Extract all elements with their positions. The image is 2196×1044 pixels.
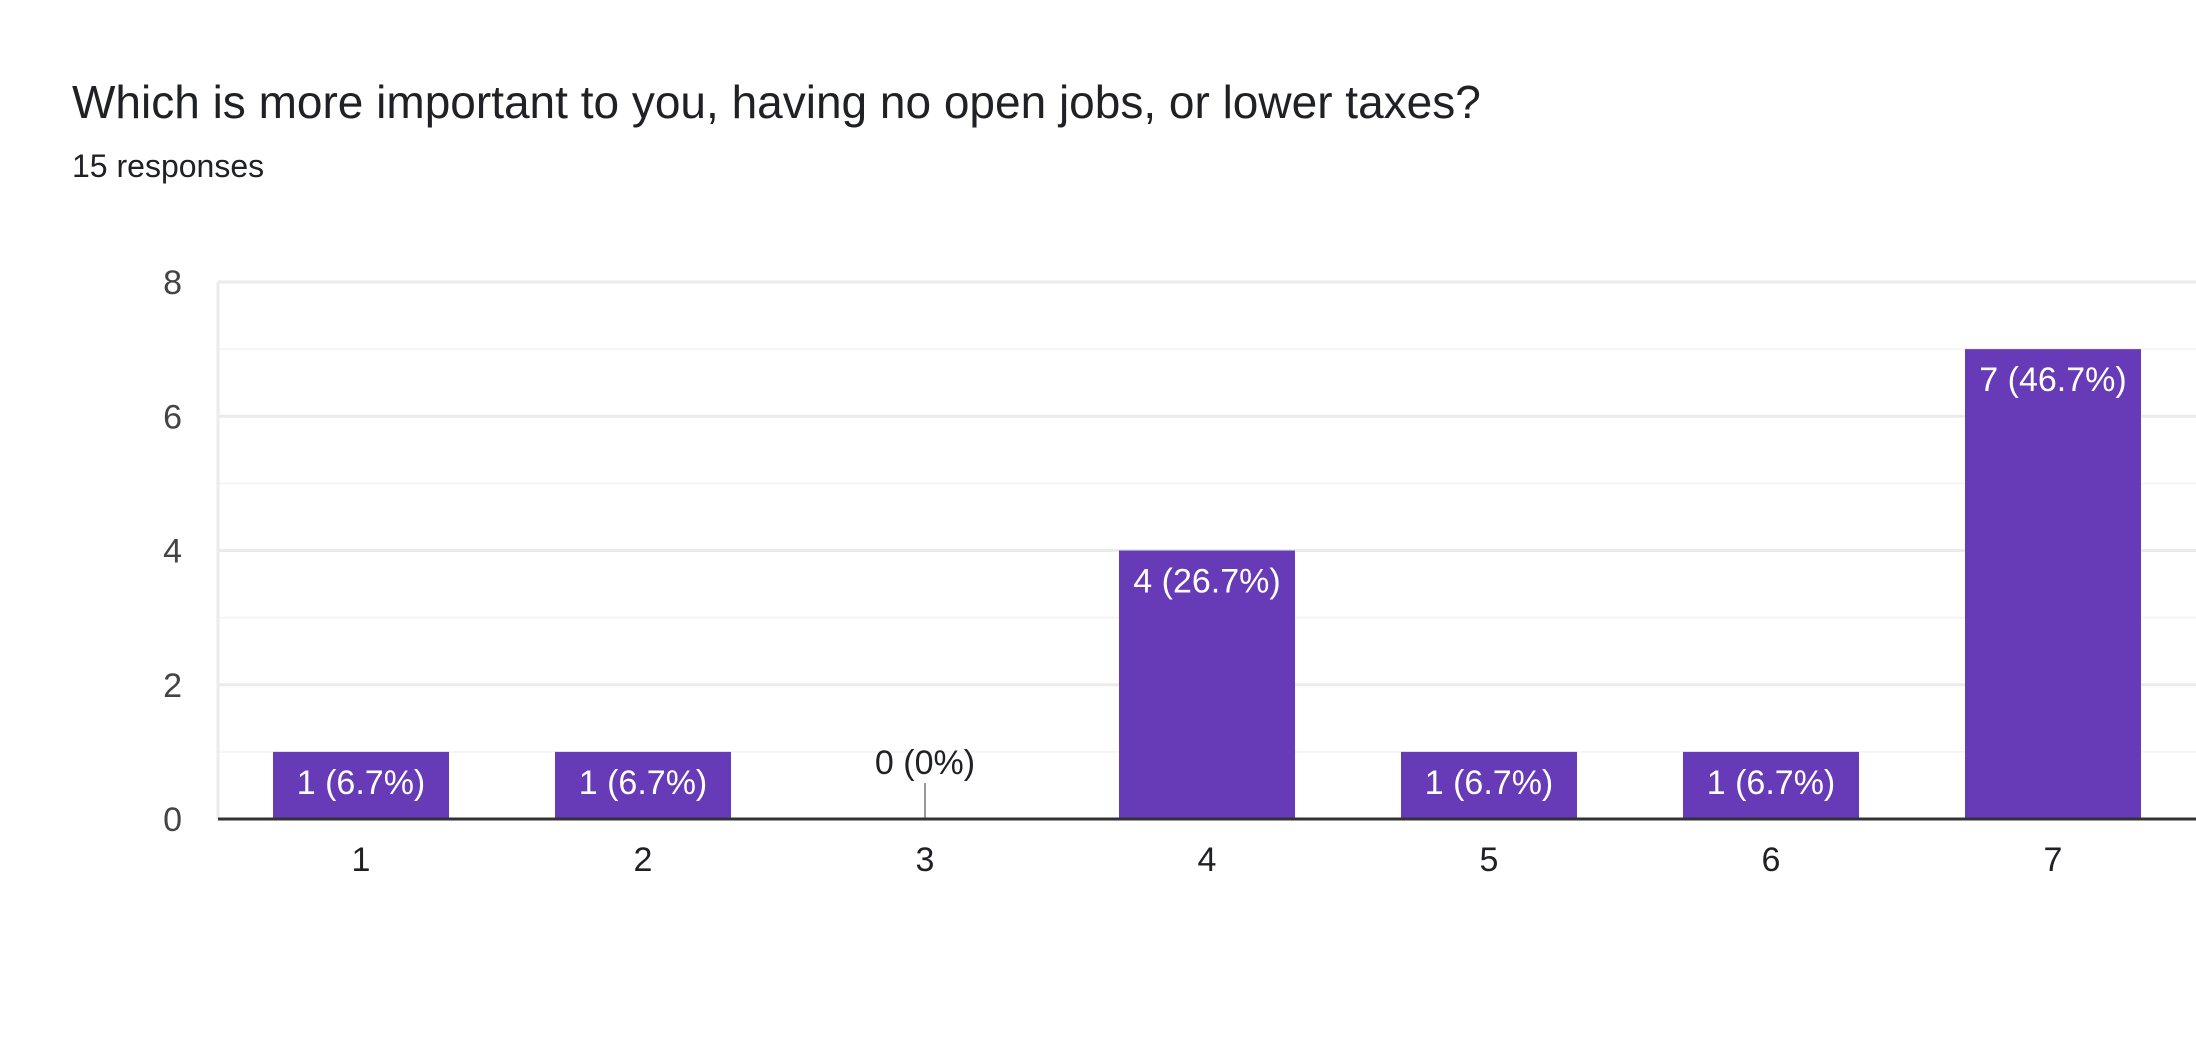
bar bbox=[1401, 751, 1577, 819]
bar bbox=[1683, 751, 1859, 819]
x-tick-label: 3 bbox=[916, 841, 935, 879]
data-label: 7 (46.7%) bbox=[1979, 361, 2126, 399]
y-tick-label: 4 bbox=[163, 533, 182, 571]
bar bbox=[555, 751, 731, 819]
x-tick-label: 7 bbox=[2044, 841, 2063, 879]
y-tick-label: 8 bbox=[163, 264, 182, 302]
x-tick-label: 4 bbox=[1198, 841, 1217, 879]
bar bbox=[1119, 550, 1295, 819]
y-tick-label: 2 bbox=[163, 667, 182, 705]
bar bbox=[273, 751, 449, 819]
y-tick-label: 0 bbox=[163, 801, 182, 839]
question-title: Which is more important to you, having n… bbox=[72, 76, 1481, 128]
x-tick-label: 2 bbox=[634, 841, 653, 879]
x-tick-label: 6 bbox=[1762, 841, 1781, 879]
data-label: 1 (6.7%) bbox=[1425, 764, 1554, 802]
data-label: 1 (6.7%) bbox=[1707, 764, 1836, 802]
bar bbox=[1965, 349, 2141, 819]
response-count: 15 responses bbox=[72, 148, 265, 184]
x-tick-label: 5 bbox=[1480, 841, 1499, 879]
data-label: 1 (6.7%) bbox=[579, 764, 708, 802]
x-tick-label: 1 bbox=[352, 841, 371, 879]
data-label: 4 (26.7%) bbox=[1133, 563, 1280, 601]
data-label: 1 (6.7%) bbox=[297, 764, 426, 802]
data-label: 0 (0%) bbox=[875, 744, 975, 782]
y-tick-label: 6 bbox=[163, 398, 182, 436]
